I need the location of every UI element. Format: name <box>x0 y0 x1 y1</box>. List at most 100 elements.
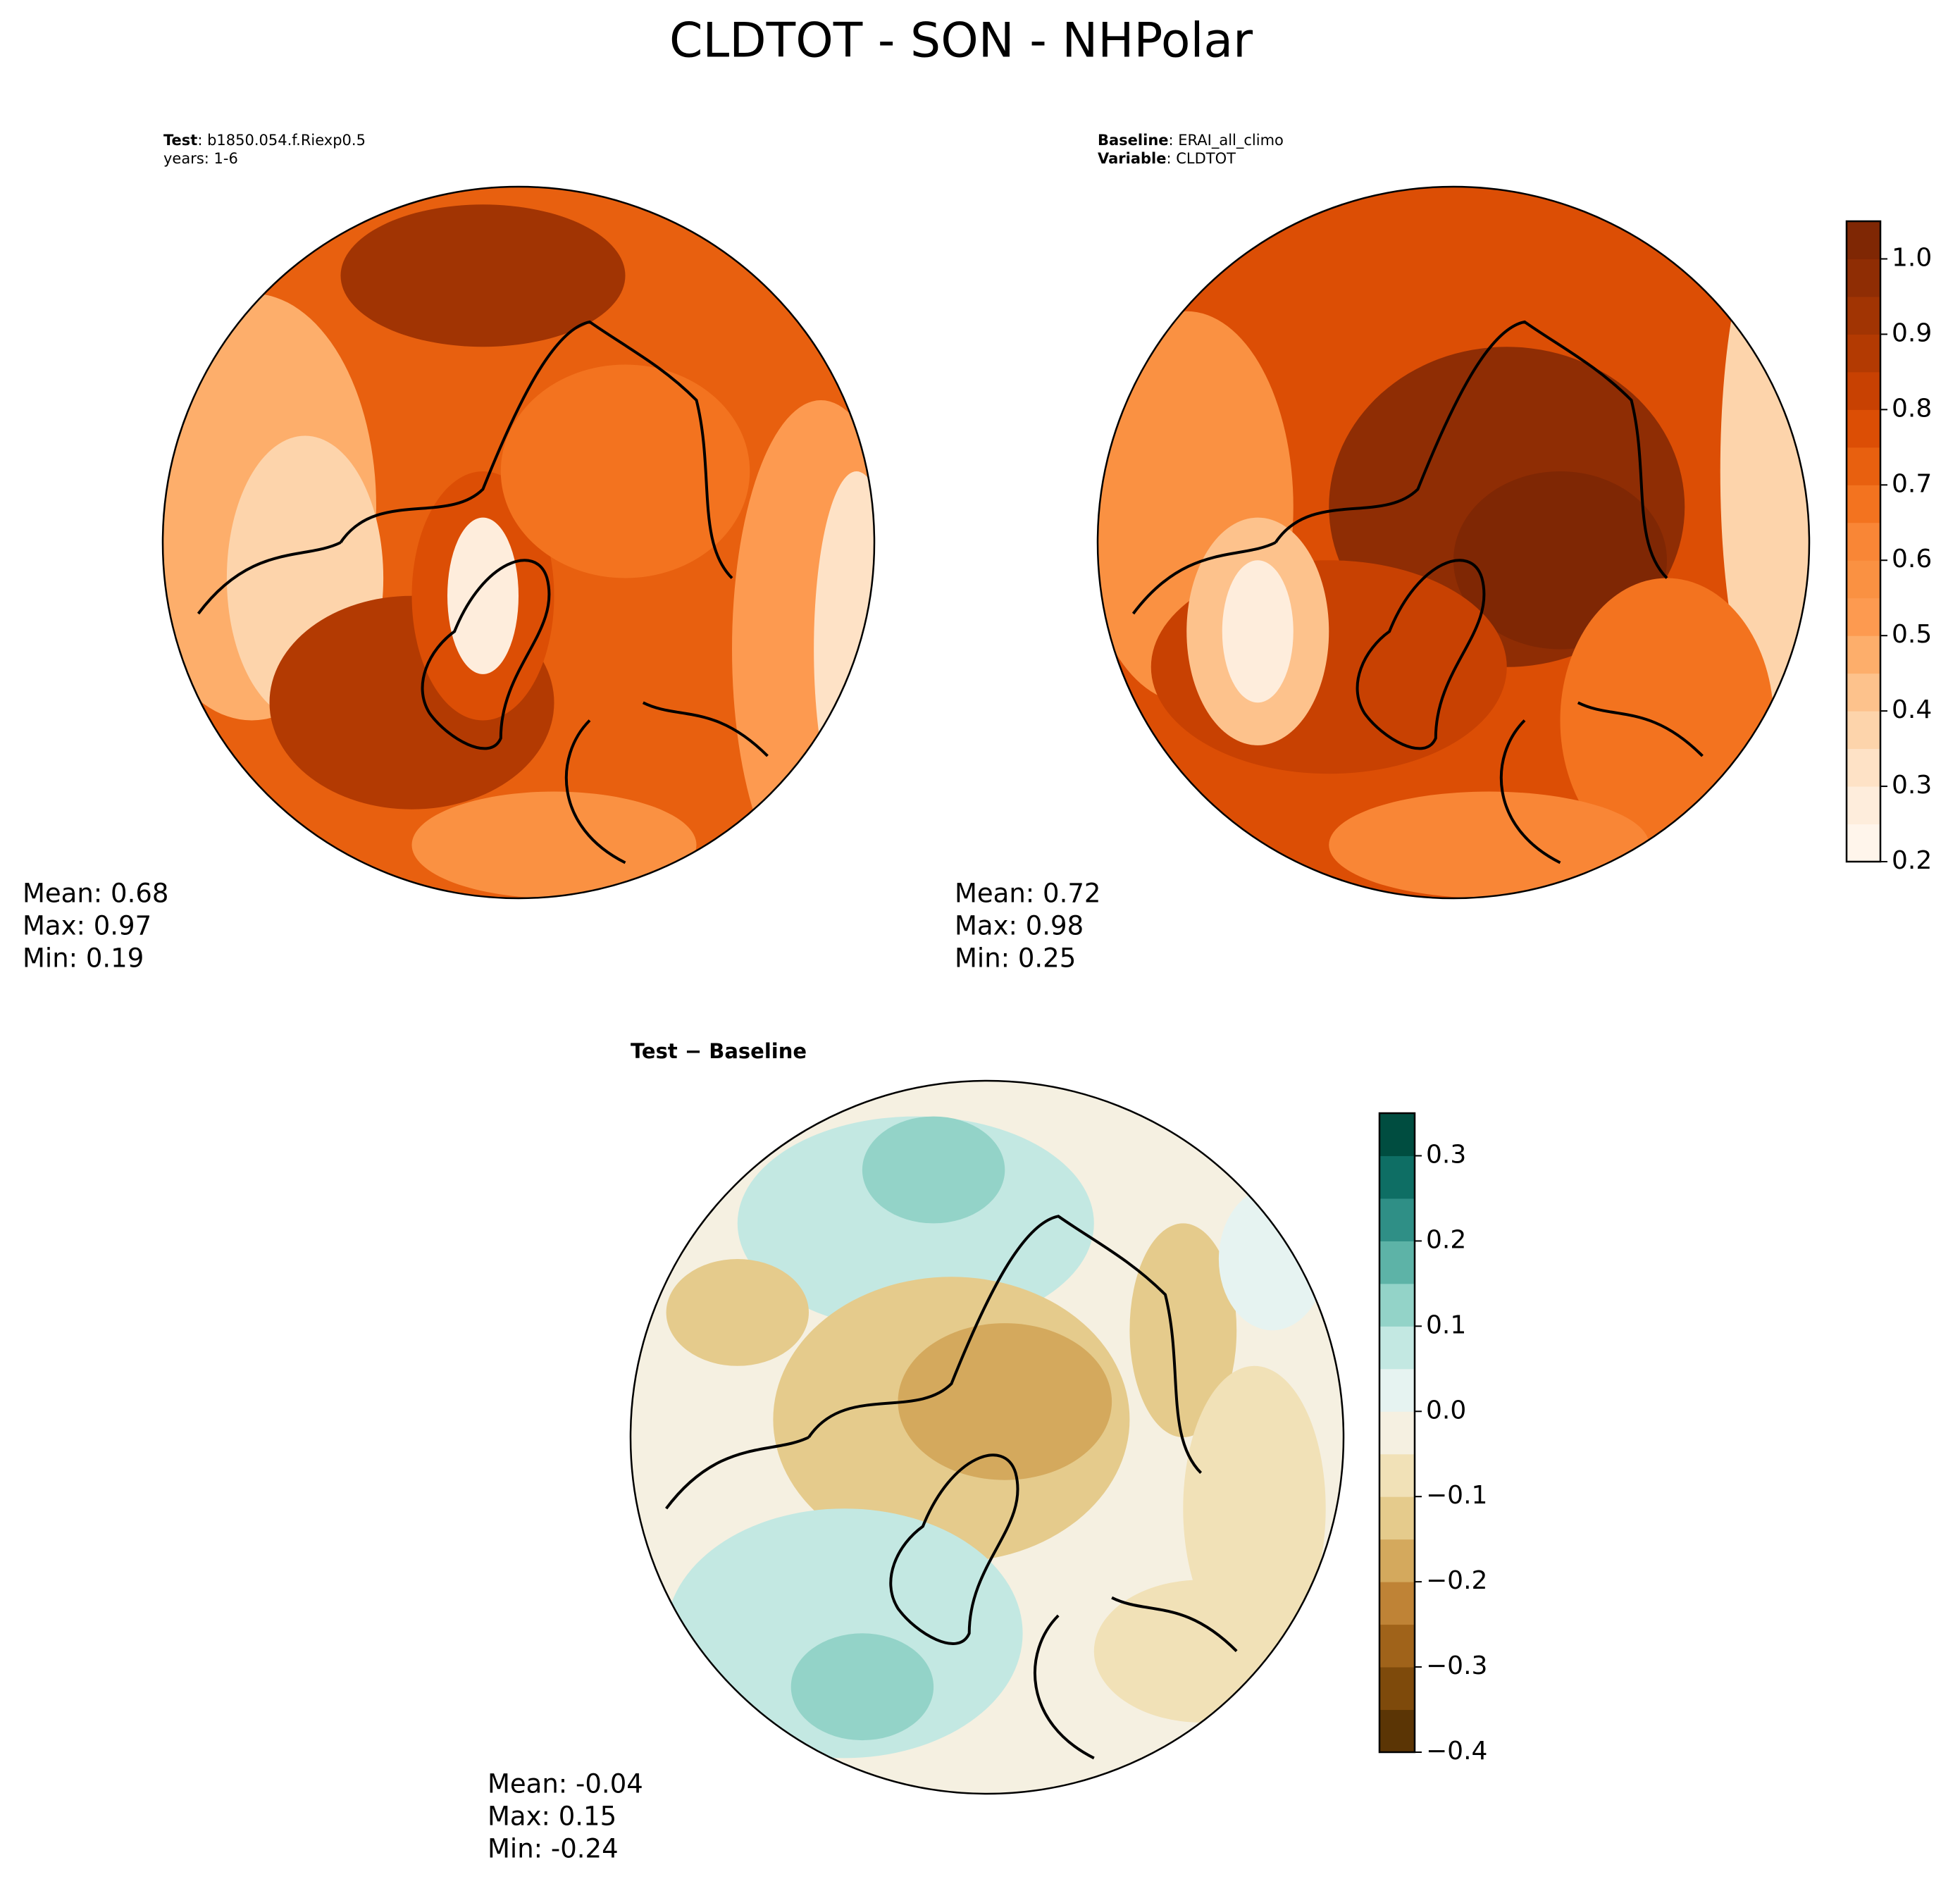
contour-region <box>737 1116 1094 1331</box>
colorbar-band <box>1847 748 1880 787</box>
label-bold: Variable <box>1098 150 1166 167</box>
label-text: : b1850.054.f.Riexp0.5 <box>197 132 366 149</box>
colorbar-band <box>1847 522 1880 561</box>
contour-region <box>1222 560 1294 703</box>
colorbar-band <box>1379 1709 1415 1753</box>
colorbar-band <box>1847 259 1880 297</box>
colorbar-band <box>1379 1496 1415 1540</box>
colorbar-band <box>1379 1453 1415 1497</box>
colorbar-tick-label: 1.0 <box>1892 243 1932 272</box>
colorbar-band <box>1847 786 1880 825</box>
colorbar-band <box>1379 1667 1415 1711</box>
contour-region <box>1093 1580 1308 1723</box>
colorbar-tick-label: −0.2 <box>1426 1566 1487 1595</box>
colorbar-tick-label: 0.4 <box>1892 695 1932 724</box>
colorbar-tick-label: 0.8 <box>1892 394 1932 423</box>
colorbar-tick-label: 0.3 <box>1892 771 1932 800</box>
colorbar-tick-label: 0.2 <box>1892 846 1932 875</box>
colorbar-band <box>1847 221 1880 259</box>
colorbar-tick-label: −0.1 <box>1426 1481 1487 1510</box>
colorbar-tick-label: 0.6 <box>1892 545 1932 573</box>
colorbar-band <box>1379 1582 1415 1625</box>
colorbar-band <box>1379 1113 1415 1156</box>
contour-region <box>447 517 519 674</box>
colorbar-band <box>1379 1241 1415 1284</box>
panel-label: Baseline: ERAI_all_climo <box>1098 132 1284 149</box>
colorbar-band <box>1379 1283 1415 1327</box>
colorbar-band <box>1847 447 1880 485</box>
contour-region <box>790 1633 934 1741</box>
colorbar-tick-label: −0.4 <box>1426 1737 1487 1766</box>
colorbar-tick-label: 0.0 <box>1426 1396 1466 1425</box>
coastline <box>665 1215 1238 1760</box>
colorbar-band <box>1379 1624 1415 1668</box>
colorbar-tick-label: 0.3 <box>1426 1140 1466 1169</box>
colorbar-tick-label: 0.2 <box>1426 1225 1466 1254</box>
contour-region <box>340 204 626 347</box>
contour-region <box>1329 791 1649 898</box>
label-bold: Test − Baseline <box>631 1039 807 1063</box>
stat: Min: -0.24 <box>488 1834 619 1864</box>
contour-region <box>1183 1365 1326 1651</box>
colorbar-band <box>1847 296 1880 335</box>
stat: Mean: 0.68 <box>23 879 168 909</box>
map-boundary <box>1096 185 1811 900</box>
colorbar-tick-label: 0.7 <box>1892 469 1932 498</box>
stat: Min: 0.25 <box>955 943 1076 974</box>
contour-region <box>814 471 874 827</box>
map-boundary <box>629 1079 1345 1795</box>
contour-region <box>898 1323 1112 1480</box>
stat: Max: 0.98 <box>955 911 1084 941</box>
colorbar-tick-label: 0.5 <box>1892 620 1932 649</box>
contour-region <box>862 1116 1005 1224</box>
label-text: : CLDTOT <box>1166 150 1236 167</box>
panel-label: Test: b1850.054.f.Riexp0.5 <box>163 132 366 149</box>
colorbar-band <box>1847 371 1880 410</box>
contour-region <box>666 1508 1023 1759</box>
colorbar-frame <box>1378 1112 1416 1754</box>
contour-region <box>666 1259 809 1366</box>
label-text: : ERAI_all_climo <box>1169 132 1284 149</box>
colorbar-band <box>1847 597 1880 636</box>
colorbar-band <box>1847 560 1880 599</box>
stat: Max: 0.97 <box>23 911 151 941</box>
colorbar-band <box>1379 1539 1415 1582</box>
label-text: years: 1-6 <box>163 150 238 167</box>
contour-region <box>500 364 750 578</box>
label-bold: Test <box>163 132 197 149</box>
colorbar-tick-label: −0.3 <box>1426 1651 1487 1680</box>
stat: Mean: -0.04 <box>488 1769 643 1799</box>
contour-region <box>1129 1223 1237 1437</box>
colorbar-tick-label: 0.1 <box>1426 1310 1466 1339</box>
colorbar-band <box>1847 334 1880 373</box>
contour-region <box>411 791 697 898</box>
panel-label: Variable: CLDTOT <box>1098 150 1236 167</box>
colorbar-band <box>1847 485 1880 523</box>
colorbar-band <box>1847 635 1880 674</box>
colorbar-band <box>1379 1155 1415 1199</box>
colorbar-band <box>1379 1411 1415 1455</box>
colorbar-band <box>1379 1198 1415 1241</box>
map-boundary <box>161 185 876 900</box>
stat: Mean: 0.72 <box>955 879 1100 909</box>
panel-label: Test − Baseline <box>631 1039 807 1063</box>
label-bold: Baseline <box>1098 132 1169 149</box>
figure-title: CLDTOT - SON - NHPolar <box>669 13 1253 69</box>
colorbar-band <box>1847 711 1880 750</box>
colorbar-band <box>1847 824 1880 862</box>
colorbar-band <box>1379 1368 1415 1412</box>
contour-region <box>1218 1187 1326 1331</box>
colorbar-frame <box>1845 220 1882 863</box>
coastline <box>1131 320 1704 864</box>
colorbar-band <box>1847 409 1880 448</box>
coastline <box>197 320 769 864</box>
map <box>1098 187 1809 898</box>
stat: Min: 0.19 <box>23 943 144 974</box>
map <box>163 187 874 898</box>
colorbar-tick-label: 0.9 <box>1892 318 1932 347</box>
map <box>631 1081 1344 1794</box>
panel-label: years: 1-6 <box>163 150 238 167</box>
stat: Max: 0.15 <box>488 1802 616 1832</box>
colorbar-band <box>1847 673 1880 712</box>
